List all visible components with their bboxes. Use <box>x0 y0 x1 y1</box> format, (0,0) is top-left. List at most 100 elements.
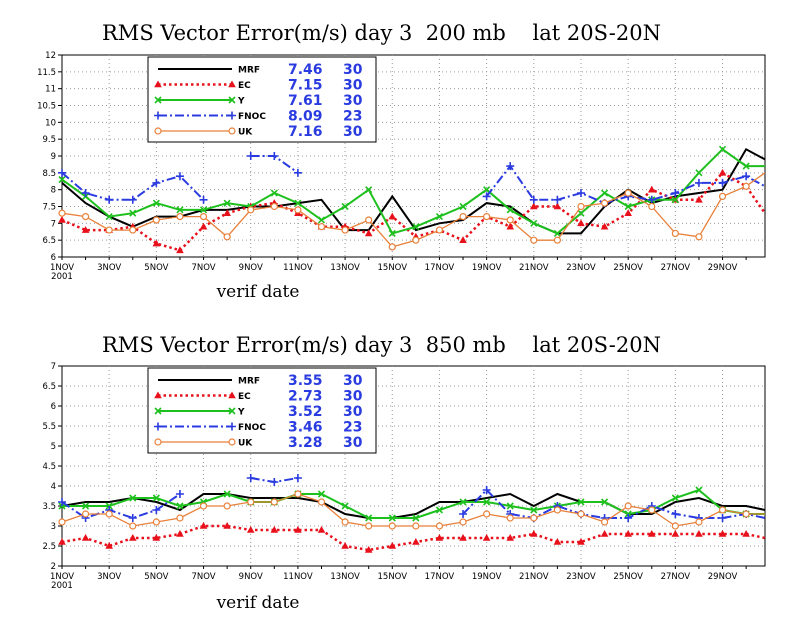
data-point <box>152 494 160 502</box>
x-tick-label: 19NOV <box>472 263 502 273</box>
data-point <box>718 530 727 537</box>
y-tick-label: 9 <box>51 152 56 162</box>
data-point <box>81 213 90 221</box>
x-axis-title: verif date <box>216 282 300 302</box>
data-point <box>530 236 538 244</box>
data-point <box>81 510 90 518</box>
data-point <box>412 223 420 231</box>
data-point <box>388 522 396 530</box>
data-point <box>81 534 90 541</box>
x-tick-label: 17NOV <box>425 263 455 273</box>
data-point <box>176 246 184 254</box>
data-point <box>270 189 278 197</box>
legend-marker <box>154 96 162 104</box>
y-tick-label: 12 <box>45 51 56 61</box>
x-tick-label: 9NOV <box>239 572 263 582</box>
data-point <box>58 538 66 545</box>
x-tick-label: 17NOV <box>425 572 455 582</box>
legend-marker <box>228 407 236 415</box>
data-point <box>270 526 279 533</box>
legend-label: MRF <box>238 377 260 387</box>
legend-mean: 7.61 <box>288 93 323 109</box>
data-point <box>530 219 538 227</box>
data-point <box>341 542 349 549</box>
x-tick-label: 5NOV <box>144 572 168 582</box>
data-point <box>601 189 609 197</box>
data-point <box>294 206 302 214</box>
data-point <box>647 185 656 193</box>
data-point <box>482 192 491 201</box>
data-point <box>199 522 208 529</box>
legend-mean: 8.09 <box>288 109 323 125</box>
data-point <box>695 233 703 241</box>
y-tick-label: 4 <box>51 482 56 492</box>
y-tick-label: 6 <box>51 402 56 412</box>
y-tick-label: 10 <box>45 118 56 128</box>
data-point <box>718 192 727 200</box>
legend-marker <box>228 438 236 446</box>
data-point <box>671 196 679 204</box>
legend: MRF 7.46 30 EC 7.15 30 Y 7.61 30 FNOC 8.09 23 UK 7.16… <box>147 56 377 143</box>
data-point <box>58 518 66 526</box>
series-uk <box>58 172 766 251</box>
data-point <box>600 222 609 230</box>
data-point <box>341 518 349 526</box>
data-point <box>364 546 373 553</box>
legend-count: 30 <box>343 435 363 451</box>
data-point <box>365 522 373 530</box>
y-tick-label: 3 <box>51 522 56 532</box>
legend-count: 30 <box>343 124 363 140</box>
legend-count: 23 <box>343 109 362 125</box>
series-line-uk <box>61 172 766 248</box>
data-point <box>624 209 632 217</box>
data-point <box>270 498 278 506</box>
x-axis-title: verif date <box>216 593 300 613</box>
y-tick-label: 3.5 <box>42 502 56 512</box>
data-point <box>459 534 467 541</box>
series-line-y <box>61 147 765 235</box>
data-point <box>341 226 349 234</box>
x-tick-label: 21NOV <box>519 263 549 273</box>
y-tick-label: 8 <box>51 186 56 196</box>
legend-marker <box>154 407 162 415</box>
data-point <box>152 239 161 247</box>
data-point <box>459 202 467 211</box>
legend-label: Y <box>237 97 245 107</box>
legend-count: 30 <box>343 62 363 78</box>
data-point <box>718 168 727 176</box>
x-tick-label: 1NOV <box>50 572 74 582</box>
x-tick-label: 25NOV <box>613 263 643 273</box>
data-point <box>317 216 326 224</box>
y-tick-label: 4.5 <box>42 462 56 472</box>
panel-850mb: RMS Vector Error(m/s) day 3 850 mb lat 2… <box>42 333 766 613</box>
data-point <box>176 213 184 221</box>
data-point <box>412 538 420 545</box>
x-tick-label: 9NOV <box>239 263 263 273</box>
legend-mean: 3.46 <box>288 420 323 436</box>
y-tick-label: 2.5 <box>42 542 56 552</box>
data-point <box>246 474 255 482</box>
data-point <box>742 172 751 181</box>
legend-mean: 3.52 <box>288 404 323 420</box>
data-point <box>152 534 161 541</box>
legend-label: FNOC <box>238 112 266 122</box>
data-point <box>388 514 396 522</box>
data-point <box>152 518 160 526</box>
series-line-ec <box>61 524 766 552</box>
data-point <box>152 506 161 514</box>
data-point <box>175 172 184 181</box>
data-point <box>246 526 255 533</box>
data-point <box>341 502 349 510</box>
data-point <box>81 189 90 198</box>
data-point <box>506 162 515 171</box>
data-point <box>671 530 680 537</box>
data-point <box>459 510 468 518</box>
legend-mean: 3.55 <box>288 373 323 389</box>
data-point <box>459 213 467 221</box>
legend-marker <box>154 127 162 135</box>
x-tick-label: 7NOV <box>191 263 215 273</box>
data-point <box>317 223 326 231</box>
y-tick-label: 5 <box>51 442 56 452</box>
data-point <box>105 213 113 221</box>
data-point <box>482 486 491 494</box>
